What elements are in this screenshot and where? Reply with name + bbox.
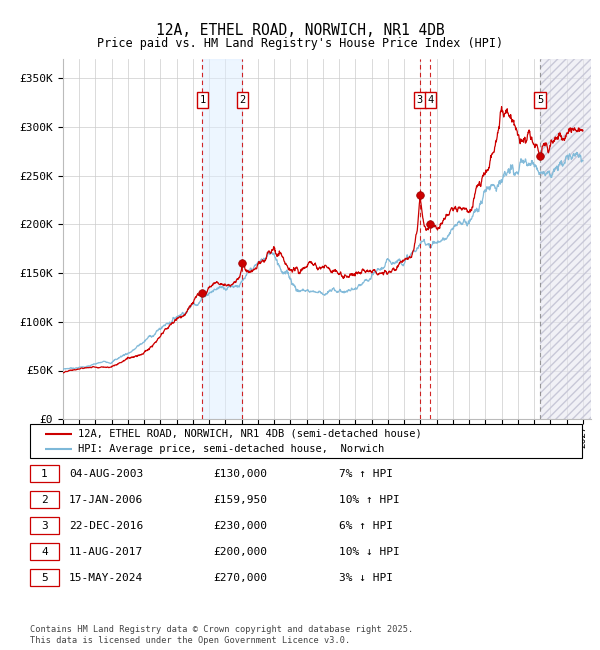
Text: £230,000: £230,000 xyxy=(213,521,267,531)
Text: 4: 4 xyxy=(427,95,433,105)
Text: £130,000: £130,000 xyxy=(213,469,267,479)
Text: 3: 3 xyxy=(417,95,423,105)
Text: 1: 1 xyxy=(41,469,48,479)
Text: £200,000: £200,000 xyxy=(213,547,267,557)
Text: £270,000: £270,000 xyxy=(213,573,267,583)
Text: Price paid vs. HM Land Registry's House Price Index (HPI): Price paid vs. HM Land Registry's House … xyxy=(97,37,503,50)
Text: 10% ↑ HPI: 10% ↑ HPI xyxy=(339,495,400,505)
Text: 5: 5 xyxy=(537,95,543,105)
Bar xyxy=(202,58,242,419)
Text: 12A, ETHEL ROAD, NORWICH, NR1 4DB (semi-detached house): 12A, ETHEL ROAD, NORWICH, NR1 4DB (semi-… xyxy=(78,429,422,439)
Text: 6% ↑ HPI: 6% ↑ HPI xyxy=(339,521,393,531)
Text: 22-DEC-2016: 22-DEC-2016 xyxy=(69,521,143,531)
Text: 17-JAN-2006: 17-JAN-2006 xyxy=(69,495,143,505)
Text: 7% ↑ HPI: 7% ↑ HPI xyxy=(339,469,393,479)
Text: 3% ↓ HPI: 3% ↓ HPI xyxy=(339,573,393,583)
Text: Contains HM Land Registry data © Crown copyright and database right 2025.
This d: Contains HM Land Registry data © Crown c… xyxy=(30,625,413,645)
Bar xyxy=(540,58,591,419)
Text: 3: 3 xyxy=(41,521,48,531)
Text: 11-AUG-2017: 11-AUG-2017 xyxy=(69,547,143,557)
Text: 5: 5 xyxy=(41,573,48,583)
Text: 04-AUG-2003: 04-AUG-2003 xyxy=(69,469,143,479)
Bar xyxy=(540,58,591,419)
Text: HPI: Average price, semi-detached house,  Norwich: HPI: Average price, semi-detached house,… xyxy=(78,444,384,454)
Text: 12A, ETHEL ROAD, NORWICH, NR1 4DB: 12A, ETHEL ROAD, NORWICH, NR1 4DB xyxy=(155,23,445,38)
Text: 2: 2 xyxy=(41,495,48,505)
Text: 4: 4 xyxy=(41,547,48,557)
Text: 2: 2 xyxy=(239,95,245,105)
Text: £159,950: £159,950 xyxy=(213,495,267,505)
Text: 1: 1 xyxy=(199,95,206,105)
Text: 15-MAY-2024: 15-MAY-2024 xyxy=(69,573,143,583)
Text: 10% ↓ HPI: 10% ↓ HPI xyxy=(339,547,400,557)
